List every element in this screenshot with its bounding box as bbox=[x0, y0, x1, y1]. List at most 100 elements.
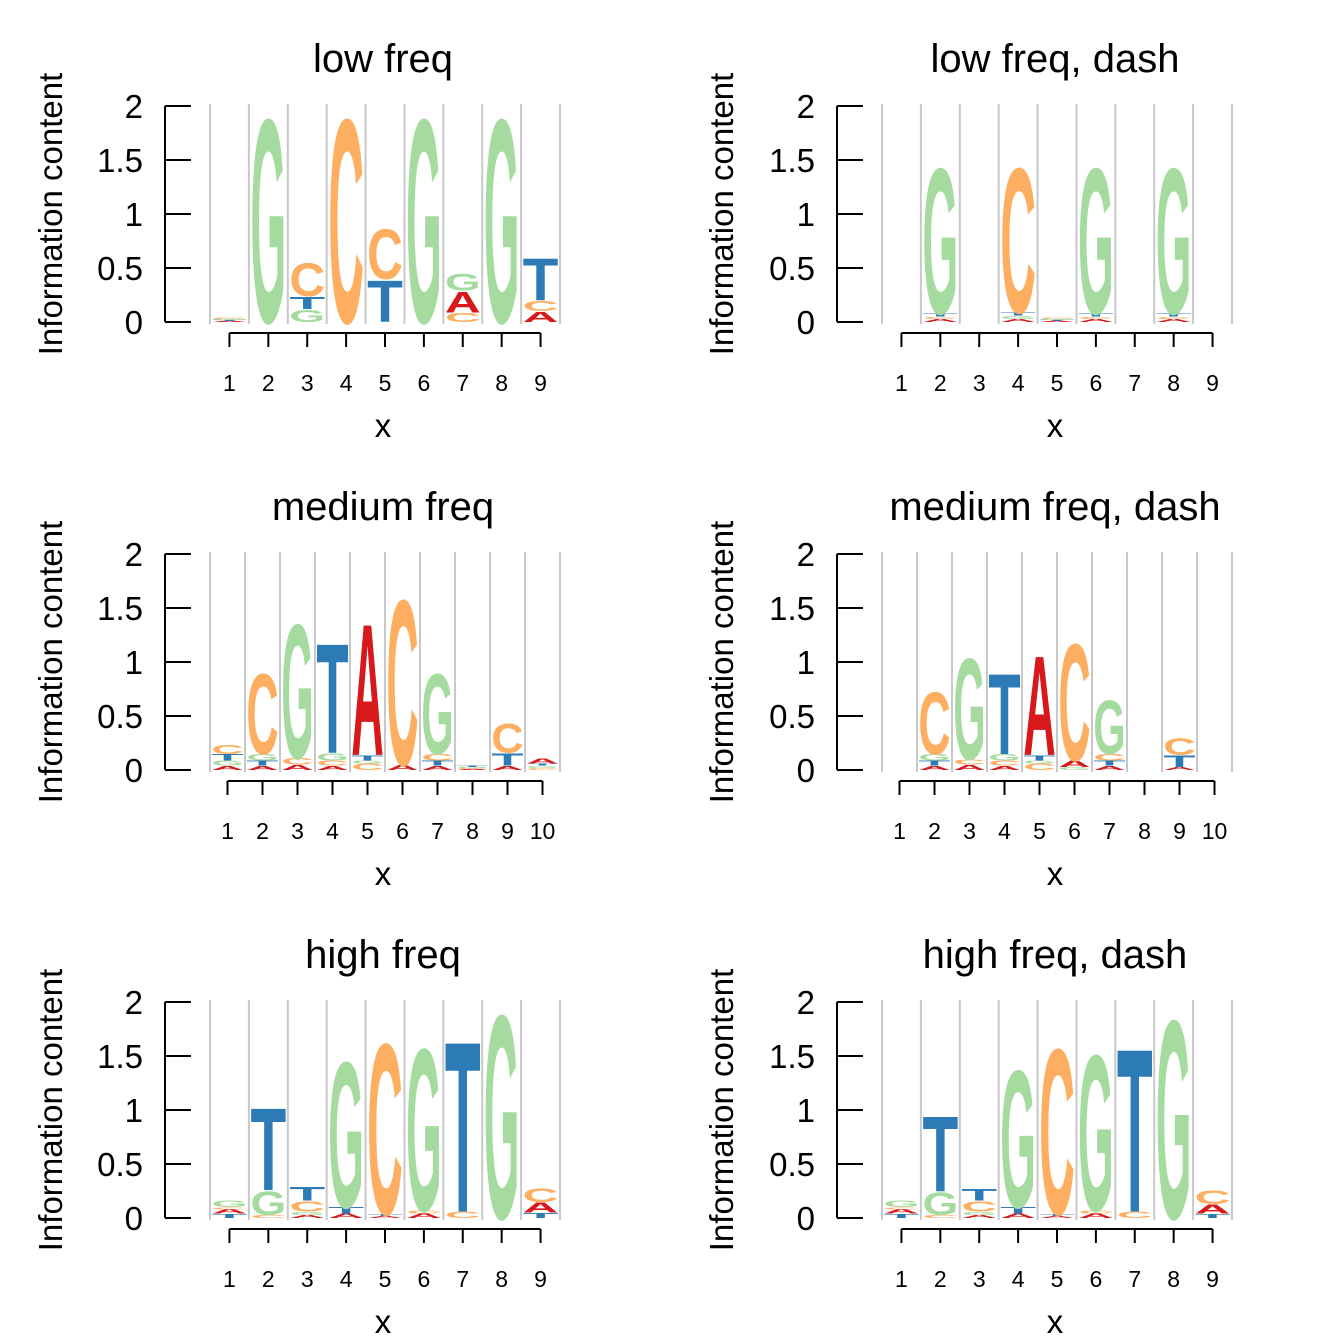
x-tick-label: 2 bbox=[262, 370, 275, 396]
logo-letter-C: C bbox=[281, 757, 313, 767]
logo-letter-C: C bbox=[445, 310, 481, 325]
y-tick-label: 1.5 bbox=[97, 590, 143, 627]
logo-letter-G: G bbox=[328, 1019, 364, 1252]
logo-letter-C: C bbox=[1163, 734, 1195, 761]
logo-letter-G: G bbox=[406, 1001, 442, 1260]
logo-letter-A: A bbox=[212, 1208, 248, 1215]
logo-letter-C: C bbox=[316, 759, 348, 767]
logo-letter-T: T bbox=[1078, 313, 1114, 318]
logo-letter-T: T bbox=[1195, 1213, 1231, 1220]
x-tick-label: 6 bbox=[417, 1266, 430, 1292]
x-tick-label: 8 bbox=[1138, 818, 1151, 844]
logo-letter-C: C bbox=[953, 758, 985, 766]
logo-letter-T: T bbox=[289, 293, 325, 313]
logo-letter-T: T bbox=[1000, 1206, 1036, 1216]
logo-letter-A: A bbox=[246, 765, 278, 772]
x-tick-label: 9 bbox=[1173, 818, 1186, 844]
x-tick-label: 5 bbox=[379, 1266, 392, 1292]
x-tick-label: 9 bbox=[1206, 370, 1219, 396]
x-tick-label: 8 bbox=[1167, 1266, 1180, 1292]
y-axis-label: Information content bbox=[32, 521, 69, 804]
y-tick-label: 2 bbox=[797, 984, 815, 1021]
logo-letter-G: G bbox=[1078, 1010, 1114, 1259]
x-tick-label: 2 bbox=[934, 370, 947, 396]
x-tick-label: 4 bbox=[1012, 1266, 1025, 1292]
x-tick-label: 3 bbox=[973, 370, 986, 396]
logo-letter-G: G bbox=[884, 1199, 920, 1209]
logo-letter-C: C bbox=[289, 1198, 325, 1215]
logo-letter-C: C bbox=[1039, 317, 1075, 319]
logo-letter-T: T bbox=[884, 1213, 920, 1220]
x-tick-label: 6 bbox=[1089, 370, 1102, 396]
y-tick-label: 1 bbox=[797, 644, 815, 681]
x-axis-label: x bbox=[375, 855, 392, 892]
logo-letter-A: A bbox=[328, 1213, 364, 1220]
x-tick-label: 10 bbox=[530, 818, 556, 844]
logo-letter-G: G bbox=[1078, 126, 1114, 359]
logo-letter-G: G bbox=[212, 319, 248, 321]
logo-letter-G: G bbox=[918, 753, 950, 763]
x-tick-label: 7 bbox=[1128, 370, 1141, 396]
x-tick-label: 4 bbox=[340, 1266, 353, 1292]
x-tick-label: 2 bbox=[934, 1266, 947, 1292]
y-tick-label: 0 bbox=[125, 752, 143, 789]
logo-letter-G: G bbox=[484, 59, 520, 384]
y-axis-label: Information content bbox=[32, 969, 69, 1252]
logo-letter-G: G bbox=[212, 1199, 248, 1209]
y-tick-label: 1.5 bbox=[769, 1038, 815, 1075]
logo-letter-C: C bbox=[445, 1210, 481, 1220]
logo-letter-A: A bbox=[961, 1214, 997, 1219]
logo-letter-T: T bbox=[526, 763, 558, 766]
y-tick-label: 0 bbox=[797, 304, 815, 341]
y-tick-label: 1 bbox=[125, 644, 143, 681]
logo-letter-A: A bbox=[1195, 1202, 1231, 1217]
logo-letter-T: T bbox=[351, 754, 383, 762]
logo-letter-G: G bbox=[526, 765, 558, 768]
logo-letter-T: T bbox=[1163, 753, 1195, 771]
panel-title: high freq bbox=[305, 933, 461, 977]
logo-letter-A: A bbox=[491, 765, 523, 772]
logo-letter-A: A bbox=[918, 765, 950, 772]
y-tick-label: 2 bbox=[125, 984, 143, 1021]
logo-letter-G: G bbox=[1000, 315, 1036, 320]
logo-letter-C: C bbox=[211, 742, 243, 757]
logo-letter-G: G bbox=[246, 753, 278, 763]
logo-letter-T: T bbox=[961, 1186, 997, 1204]
logo-letter-T: T bbox=[523, 245, 559, 313]
y-tick-label: 0 bbox=[125, 1200, 143, 1237]
logo-letter-T: T bbox=[1117, 1002, 1153, 1263]
logo-letter-G: G bbox=[1156, 126, 1192, 359]
logo-letter-T: T bbox=[1000, 311, 1036, 316]
logo-letter-A: A bbox=[523, 1199, 559, 1216]
logo-letter-A: A bbox=[523, 309, 559, 326]
logo-letter-C: C bbox=[918, 673, 950, 773]
logo-letter-C: C bbox=[212, 1207, 248, 1210]
logo-letter-A: A bbox=[988, 765, 1020, 772]
x-tick-label: 8 bbox=[1167, 370, 1180, 396]
logo-letter-C: C bbox=[456, 768, 488, 770]
logo-letter-G: G bbox=[211, 759, 243, 767]
logo-letter-G: G bbox=[922, 1186, 958, 1222]
logo-letter-C: C bbox=[212, 317, 248, 319]
logo-letter-G: G bbox=[316, 751, 348, 762]
logo-letter-A: A bbox=[1039, 1215, 1075, 1218]
logo-letter-T: T bbox=[246, 759, 278, 767]
logo-letter-C: C bbox=[386, 552, 418, 816]
logo-letter-A: A bbox=[1078, 318, 1114, 323]
logo-letter-A: A bbox=[1039, 321, 1075, 323]
logo-letter-A: A bbox=[406, 1213, 442, 1220]
y-tick-label: 0.5 bbox=[97, 250, 143, 287]
panel-title: medium freq, dash bbox=[889, 485, 1220, 529]
logo-letter-C: C bbox=[491, 716, 523, 762]
y-tick-label: 0.5 bbox=[97, 1146, 143, 1183]
x-tick-label: 5 bbox=[379, 370, 392, 396]
x-tick-label: 6 bbox=[417, 370, 430, 396]
x-tick-label: 10 bbox=[1202, 818, 1228, 844]
y-tick-label: 0.5 bbox=[769, 1146, 815, 1183]
logo-letter-G: G bbox=[1039, 319, 1075, 321]
y-tick-label: 1 bbox=[125, 196, 143, 233]
logo-letter-T: T bbox=[1039, 1213, 1075, 1216]
logo-letter-G: G bbox=[961, 1211, 997, 1216]
logo-letter-C: C bbox=[421, 752, 453, 762]
y-tick-label: 0 bbox=[797, 752, 815, 789]
